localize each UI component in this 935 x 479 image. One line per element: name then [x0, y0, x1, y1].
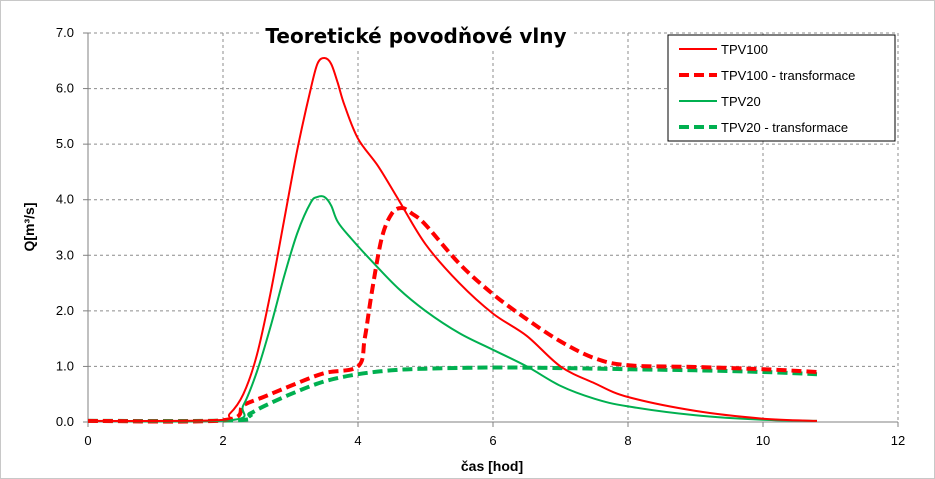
series-line-3 — [87, 365, 818, 424]
legend-entry-label: TPV100 — [721, 42, 768, 57]
series-line-0 — [87, 57, 818, 423]
chart-title-group: Teoretické povodňové vlny — [259, 22, 573, 50]
chart-title: Teoretické povodňové vlny — [265, 24, 566, 48]
x-tick-label: 6 — [489, 433, 496, 448]
series-lines — [87, 57, 818, 424]
legend-entry-label: TPV20 - transformace — [721, 120, 848, 135]
x-axis-title: čas [hod] — [461, 458, 523, 474]
x-tick-label: 2 — [219, 433, 226, 448]
y-tick-label: 2.0 — [56, 303, 74, 318]
y-tick-label: 7.0 — [56, 25, 74, 40]
legend-entry-label: TPV100 - transformace — [721, 68, 855, 83]
series-line-1 — [87, 206, 818, 424]
series-line-2 — [87, 195, 818, 423]
legend-box — [667, 34, 896, 142]
gridlines — [88, 32, 899, 422]
x-tick-label: 10 — [756, 433, 770, 448]
chart-title-background — [259, 22, 573, 50]
y-axis-title: Q[m³/s] — [21, 203, 37, 252]
legend-entry-label: TPV20 — [721, 94, 761, 109]
x-tick-label: 0 — [84, 433, 91, 448]
x-tick-label: 4 — [354, 433, 361, 448]
y-tick-label: 3.0 — [56, 247, 74, 262]
axes: 0.0 1.0 2.0 3.0 4.0 5.0 6.0 7.0 0 2 4 6 8 10 12 — [56, 25, 905, 448]
y-tick-label: 1.0 — [56, 358, 74, 373]
y-tick-label: 4.0 — [56, 192, 74, 207]
y-tick-label: 5.0 — [56, 136, 74, 151]
x-tick-label: 12 — [891, 433, 905, 448]
legend: TPV100 TPV100 - transformace TPV20 TPV20 - … — [667, 34, 896, 142]
y-tick-label: 0.0 — [56, 414, 74, 429]
y-tick-label: 6.0 — [56, 81, 74, 96]
x-tick-label: 8 — [624, 433, 631, 448]
